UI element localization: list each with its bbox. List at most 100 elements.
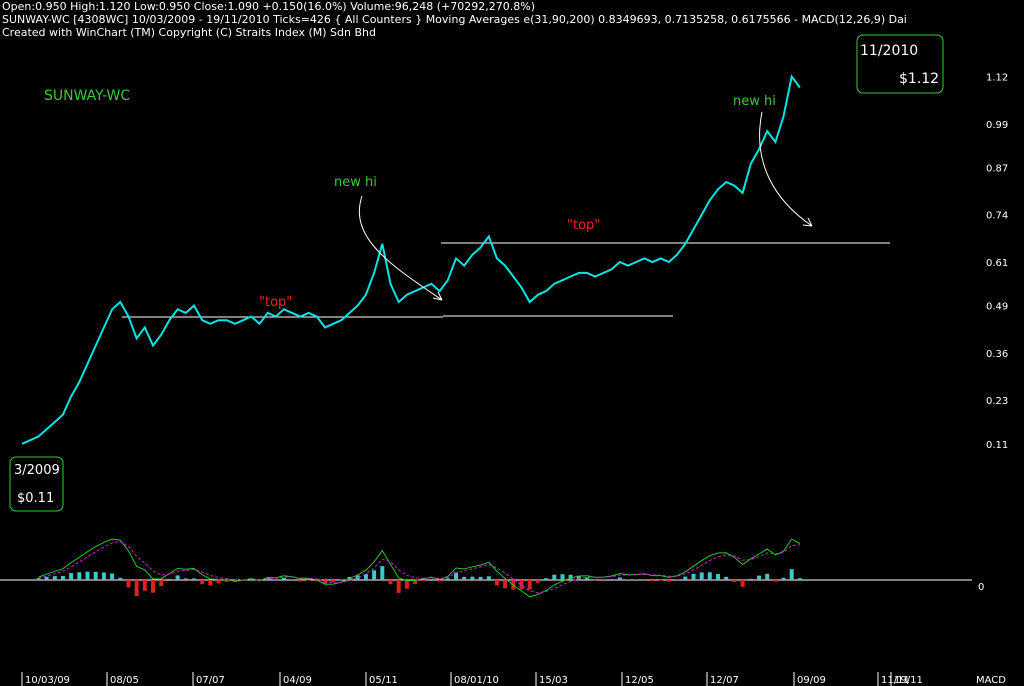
annotation-new-hi-1: new hi <box>334 175 377 190</box>
macd-histogram-bar <box>470 576 475 580</box>
macd-histogram-bar <box>216 580 221 584</box>
macd-histogram-bar <box>224 580 229 582</box>
start-callout-box <box>9 456 64 512</box>
macd-histogram-bar <box>208 580 213 586</box>
macd-histogram-bar <box>650 580 655 582</box>
macd-histogram-bar <box>494 580 499 586</box>
macd-histogram-bar <box>765 573 770 580</box>
annotation-new-hi-2: new hi <box>733 94 776 109</box>
y-tick-label: 0.36 <box>986 349 1008 360</box>
macd-histogram-bar <box>732 580 737 583</box>
macd-histogram-bar <box>552 574 557 580</box>
end-callout-price: $1.12 <box>899 71 939 87</box>
macd-histogram-bar <box>781 577 786 580</box>
macd-histogram-bar <box>134 580 139 596</box>
arrow-new-hi-2 <box>759 111 813 227</box>
header-symbol: SUNWAY-WC [4308WC] 10/03/2009 - 19/11/20… <box>2 13 907 26</box>
y-axis-ticks: 1.12 0.99 0.87 0.74 0.61 0.49 0.36 0.23 0.11 <box>986 73 1008 451</box>
macd-histogram-bar <box>355 575 360 580</box>
end-callout-date: 11/2010 <box>860 43 918 59</box>
macd-histogram-bar <box>44 576 49 580</box>
x-tick-label: 04/09 <box>283 675 312 686</box>
macd-histogram-bar <box>486 576 491 580</box>
macd-histogram-bar <box>183 578 188 580</box>
macd-histogram-bar <box>126 580 131 588</box>
macd-histogram-bar <box>331 580 336 582</box>
macd-histogram-bar <box>617 577 622 580</box>
macd-histogram-bar <box>740 580 745 587</box>
macd-histogram-bar <box>380 566 385 580</box>
macd-histogram-bar <box>372 570 377 580</box>
macd-histogram-bar <box>544 578 549 580</box>
macd-histogram-bar <box>445 578 450 580</box>
x-tick-label: 09/09 <box>797 675 826 686</box>
y-tick-label: 0.49 <box>986 302 1008 313</box>
x-tick-label: 07/07 <box>196 675 225 686</box>
macd-histogram-bar <box>298 580 303 582</box>
macd-histogram-bar <box>797 578 802 580</box>
x-tick-label: 11/11 <box>881 675 910 686</box>
macd-zero-label: 0 <box>978 582 984 593</box>
x-tick-label: 05/11 <box>369 675 398 686</box>
header-copyright: Created with WinChart (TM) Copyright (C)… <box>2 26 376 39</box>
x-axis-ticks: 10/03/09 08/05 07/07 04/09 05/11 08/01/10 15/0… <box>21 672 923 686</box>
start-callout-price: $0.11 <box>17 491 54 506</box>
annotation-top-2: "top" <box>567 218 600 233</box>
y-tick-label: 0.11 <box>986 440 1008 451</box>
macd-histogram-bar <box>535 580 540 583</box>
macd-histogram-bar <box>110 573 115 580</box>
arrow-head-2 <box>802 217 813 227</box>
macd-histogram-bar <box>789 569 794 580</box>
macd-histogram-bar <box>478 576 483 580</box>
y-tick-label: 0.23 <box>986 396 1008 407</box>
macd-histogram-bar <box>716 574 720 580</box>
macd-histogram-bar <box>560 574 565 580</box>
macd-axis-label: MACD <box>976 675 1006 686</box>
macd-histogram-bar <box>707 572 712 580</box>
macd-histogram-bar <box>691 573 696 580</box>
macd-histogram-bar <box>60 575 65 580</box>
y-tick-label: 0.87 <box>986 163 1008 174</box>
macd-histogram-bar <box>421 580 426 581</box>
macd-histogram-bar <box>642 579 647 580</box>
macd-histogram-bar <box>314 580 319 582</box>
macd-histogram-bar <box>748 578 753 580</box>
macd-histogram-bar <box>576 575 581 580</box>
macd-histogram-bar <box>413 580 418 585</box>
macd-histogram-bar <box>363 574 368 580</box>
macd-histogram-bar <box>159 580 164 587</box>
macd-histogram-bar <box>200 580 205 585</box>
x-tick-label: 15/03 <box>539 675 568 686</box>
macd-histogram-bar <box>69 573 74 580</box>
macd-histogram-bar <box>52 576 57 580</box>
x-tick-label: 10/03/09 <box>25 675 70 686</box>
macd-histogram-bar <box>437 580 442 582</box>
macd-histogram-bar <box>175 575 180 580</box>
macd-histogram-bar <box>429 579 434 580</box>
x-tick-label: 08/01/10 <box>454 675 499 686</box>
macd-histogram-bar <box>658 580 663 581</box>
macd-histogram-bar <box>503 580 508 589</box>
macd-signal-line <box>38 541 800 594</box>
macd-histogram-bar <box>404 580 409 589</box>
x-tick-label: 12/05 <box>625 675 654 686</box>
macd-histogram-bar <box>568 574 573 580</box>
macd-histogram-bar <box>773 580 778 582</box>
macd-histogram-bar <box>724 576 729 580</box>
x-tick-label: 12/07 <box>710 675 739 686</box>
x-tick-label: 08/05 <box>110 675 139 686</box>
x-tick-label: 19/11 <box>894 675 923 686</box>
macd-histogram-bar <box>585 577 589 580</box>
arrow-head-1 <box>432 291 443 301</box>
macd-histogram-bar <box>454 572 458 580</box>
macd-histogram-bar <box>388 580 393 585</box>
macd-histogram-bar <box>273 579 278 580</box>
arrow-new-hi-1 <box>358 195 443 301</box>
price-series-line <box>21 74 801 445</box>
macd-histogram-bar <box>306 580 311 581</box>
macd-histogram-bar <box>101 572 106 580</box>
y-tick-label: 0.74 <box>986 211 1008 222</box>
macd-histogram-bar <box>167 578 172 580</box>
macd-histogram-bar <box>396 580 401 593</box>
